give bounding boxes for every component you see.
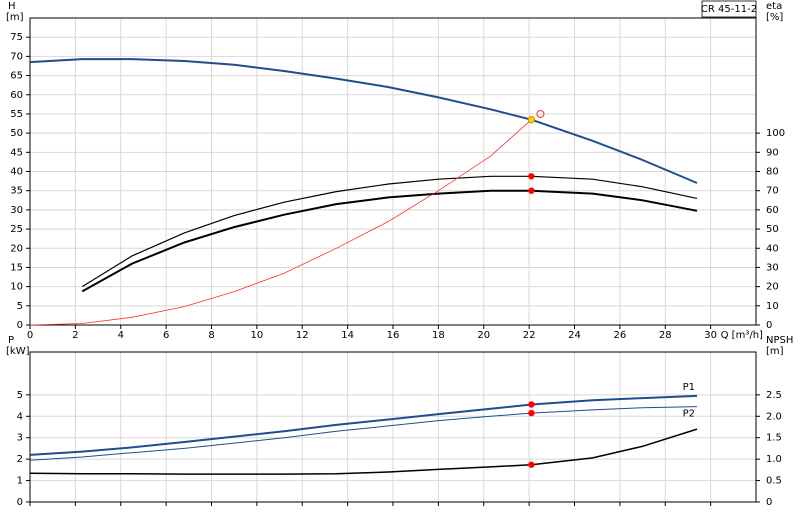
y-axis-unit: [kW] <box>6 346 30 357</box>
x-tick-label: 2 <box>72 330 78 341</box>
y-tick-label: 65 <box>10 71 23 82</box>
x-tick-label: 4 <box>118 330 124 341</box>
y-tick-label: 0 <box>17 497 23 508</box>
y-axis-unit: [m] <box>6 12 24 23</box>
series-line <box>29 406 698 461</box>
y2-tick-label: 40 <box>766 243 779 254</box>
y2-tick-label: 2.0 <box>766 411 782 422</box>
y-tick-label: 25 <box>10 224 23 235</box>
y2-tick-label: 1.5 <box>766 433 782 444</box>
y-tick-label: 10 <box>10 282 23 293</box>
x-tick-label: 16 <box>387 330 400 341</box>
y2-tick-label: 30 <box>766 262 779 273</box>
y-tick-label: 0 <box>17 320 23 331</box>
x-axis-label: Q [m³/h] <box>721 330 763 341</box>
x-tick-label: 12 <box>296 330 309 341</box>
x-tick-label: 22 <box>523 330 536 341</box>
series-line <box>81 175 698 288</box>
series-line <box>29 428 698 475</box>
y2-axis-label: eta <box>766 1 782 12</box>
y2-tick-label: 20 <box>766 282 779 293</box>
series-line <box>29 119 532 326</box>
y2-tick-label: 50 <box>766 224 779 235</box>
x-tick-label: 20 <box>477 330 490 341</box>
operating-point <box>528 461 535 468</box>
operating-point <box>528 173 535 180</box>
y2-tick-label: 70 <box>766 186 779 197</box>
y2-tick-label: 2.5 <box>766 390 782 401</box>
y-tick-label: 60 <box>10 90 23 101</box>
y2-tick-label: 0.5 <box>766 476 782 487</box>
y2-tick-label: 60 <box>766 205 779 216</box>
x-tick-label: 30 <box>704 330 717 341</box>
y2-tick-label: 0 <box>766 497 772 508</box>
operating-point <box>528 409 535 417</box>
series-label: P1 <box>683 382 695 393</box>
x-tick-label: 8 <box>208 330 214 341</box>
y-tick-label: 75 <box>10 32 23 43</box>
operating-point <box>528 401 535 408</box>
series-label: P2 <box>683 409 695 420</box>
x-tick-label: 10 <box>251 330 264 341</box>
x-tick-label: 18 <box>432 330 445 341</box>
y-axis-label: P <box>8 335 14 346</box>
y-tick-label: 5 <box>17 390 23 401</box>
series-line <box>81 189 698 293</box>
x-tick-label: 24 <box>568 330 581 341</box>
x-tick-label: 28 <box>659 330 672 341</box>
operating-point <box>527 115 536 124</box>
x-tick-label: 26 <box>614 330 627 341</box>
operating-point <box>536 109 545 118</box>
y2-tick-label: 10 <box>766 301 779 312</box>
y2-tick-label: 90 <box>766 147 779 158</box>
y-tick-label: 4 <box>17 411 23 422</box>
x-tick-label: 0 <box>27 330 33 341</box>
x-tick-label: 6 <box>163 330 169 341</box>
x-tick-label: 14 <box>341 330 354 341</box>
operating-point <box>528 187 535 194</box>
y-tick-label: 35 <box>10 186 23 197</box>
y-tick-label: 55 <box>10 109 23 120</box>
y-tick-label: 3 <box>17 433 23 444</box>
y-tick-label: 2 <box>17 454 23 465</box>
y-tick-label: 50 <box>10 128 23 139</box>
series-line <box>29 58 698 184</box>
y2-axis-unit: [%] <box>766 12 783 23</box>
y-tick-label: 20 <box>10 243 23 254</box>
y2-tick-label: 0 <box>766 320 772 331</box>
plot-frame <box>29 351 757 503</box>
y2-axis-unit: [m] <box>766 346 784 357</box>
y-tick-label: 70 <box>10 51 23 62</box>
y-tick-label: 45 <box>10 147 23 158</box>
title-box <box>701 0 757 18</box>
chart-title: CR 45-11-2 <box>701 4 757 15</box>
y2-tick-label: 80 <box>766 167 779 178</box>
plot-frame <box>29 17 757 326</box>
y-tick-label: 40 <box>10 167 23 178</box>
y-axis-label: H <box>8 1 16 12</box>
y-tick-label: 5 <box>17 301 23 312</box>
series-line <box>29 394 698 456</box>
y2-tick-label: 100 <box>766 128 785 139</box>
y2-tick-label: 1.0 <box>766 454 782 465</box>
y2-axis-label: NPSH <box>766 335 793 346</box>
y-tick-label: 15 <box>10 262 23 273</box>
y-tick-label: 30 <box>10 205 23 216</box>
y-tick-label: 1 <box>17 476 23 487</box>
